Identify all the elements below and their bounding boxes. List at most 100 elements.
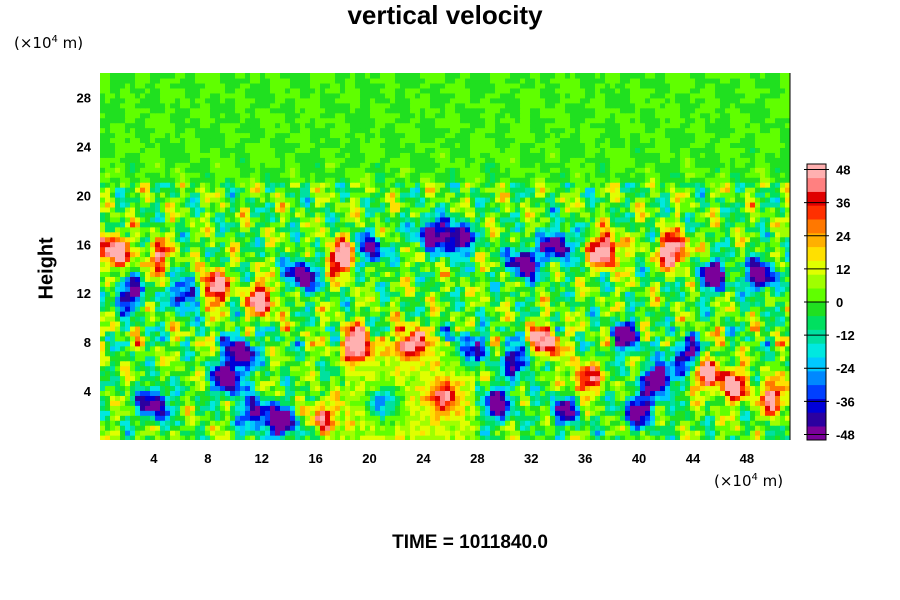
heatmap-cell — [180, 330, 186, 337]
heatmap-cell — [670, 316, 676, 322]
heatmap-cell — [445, 390, 451, 396]
heatmap-cell — [745, 350, 751, 357]
heatmap-cell — [775, 435, 781, 440]
heatmap-cell — [555, 291, 561, 297]
heatmap-cell — [655, 430, 661, 436]
heatmap-cell — [595, 370, 601, 377]
heatmap-cell — [510, 335, 516, 342]
heatmap-cell — [365, 425, 371, 431]
heatmap-cell — [490, 266, 496, 272]
heatmap-cell — [510, 420, 516, 426]
heatmap-cell — [175, 316, 181, 322]
heatmap-cell — [270, 330, 276, 337]
heatmap-cell — [160, 405, 166, 411]
heatmap-cell — [145, 316, 151, 322]
heatmap-cell — [400, 335, 406, 342]
heatmap-cell — [710, 340, 716, 347]
heatmap-cell — [530, 375, 536, 382]
heatmap-cell — [100, 296, 106, 302]
heatmap-cell — [445, 360, 451, 367]
heatmap-cell — [540, 335, 546, 342]
heatmap-cell — [325, 340, 331, 347]
heatmap-cell — [320, 375, 326, 382]
heatmap-cell — [185, 345, 191, 352]
heatmap-cell — [135, 400, 141, 406]
heatmap-cell — [400, 425, 406, 431]
heatmap-cell — [540, 345, 546, 352]
heatmap-cell — [250, 375, 256, 382]
heatmap-cell — [680, 430, 686, 436]
heatmap-cell — [740, 365, 746, 372]
heatmap-cell — [300, 261, 306, 268]
heatmap-cell — [525, 370, 531, 377]
heatmap-cell — [225, 435, 231, 440]
heatmap-cell — [385, 296, 391, 302]
heatmap-cell — [750, 355, 756, 362]
heatmap-cell — [475, 325, 481, 332]
heatmap-cell — [450, 410, 456, 416]
heatmap-cell — [430, 365, 436, 372]
heatmap-cell — [105, 311, 111, 317]
heatmap-cell — [735, 390, 741, 396]
heatmap-cell — [740, 316, 746, 322]
heatmap-cell — [490, 425, 496, 431]
heatmap-cell — [105, 430, 111, 436]
heatmap-cell — [600, 261, 606, 268]
heatmap-cell — [620, 311, 626, 317]
heatmap-cell — [470, 370, 476, 377]
heatmap-cell — [425, 410, 431, 416]
heatmap-cell — [705, 435, 711, 440]
heatmap-cell — [540, 301, 546, 307]
heatmap-cell — [690, 261, 696, 268]
heatmap-cell — [530, 395, 536, 401]
heatmap-cell — [270, 400, 276, 406]
heatmap-cell — [595, 360, 601, 367]
heatmap-cell — [330, 281, 336, 287]
heatmap-cell — [335, 390, 341, 396]
heatmap-cell — [280, 400, 286, 406]
heatmap-cell — [325, 405, 331, 411]
heatmap-cell — [660, 435, 666, 440]
heatmap-cell — [565, 385, 571, 392]
heatmap-cell — [685, 291, 691, 297]
heatmap-cell — [485, 266, 491, 272]
heatmap-cell — [160, 340, 166, 347]
heatmap-cell — [180, 296, 186, 302]
heatmap-cell — [495, 385, 501, 392]
heatmap-cell — [115, 296, 121, 302]
heatmap-cell — [360, 291, 366, 297]
heatmap-cell — [725, 400, 731, 406]
heatmap-cell — [180, 390, 186, 396]
heatmap-cell — [640, 415, 646, 421]
heatmap-cell — [240, 261, 246, 268]
heatmap-cell — [260, 291, 266, 297]
heatmap-cell — [370, 430, 376, 436]
heatmap-cell — [620, 340, 626, 347]
heatmap-cell — [550, 271, 556, 277]
heatmap-cell — [750, 286, 756, 292]
heatmap-cell — [610, 276, 616, 282]
heatmap-cell — [775, 370, 781, 377]
heatmap-cell — [400, 420, 406, 426]
heatmap-cell — [205, 365, 211, 372]
heatmap-cell — [445, 385, 451, 392]
heatmap-cell — [150, 306, 156, 312]
heatmap-cell — [695, 435, 701, 440]
heatmap-cell — [535, 400, 541, 406]
heatmap-cell — [680, 345, 686, 352]
heatmap-cell — [425, 320, 431, 327]
heatmap-cell — [640, 266, 646, 272]
heatmap-cell — [365, 320, 371, 327]
heatmap-cell — [395, 276, 401, 282]
heatmap-cell — [595, 286, 601, 292]
heatmap-cell — [650, 390, 656, 396]
heatmap-cell — [200, 320, 206, 327]
heatmap-cell — [775, 390, 781, 396]
heatmap-cell — [370, 350, 376, 357]
heatmap-cell — [775, 316, 781, 322]
heatmap-cell — [620, 430, 626, 436]
heatmap-cell — [670, 435, 676, 440]
heatmap-cell — [125, 350, 131, 357]
heatmap-cell — [550, 266, 556, 272]
heatmap-cell — [170, 360, 176, 367]
